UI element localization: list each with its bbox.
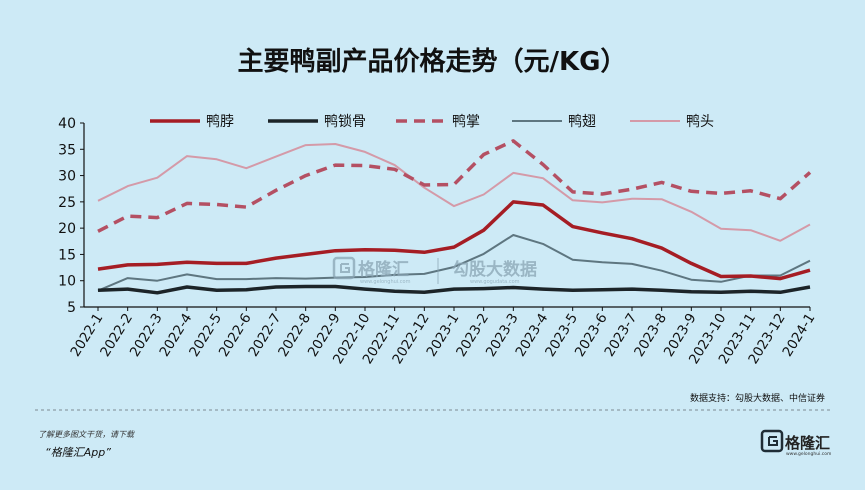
- series-line-1: [97, 284, 811, 295]
- legend-label-3: 鸭翅: [568, 114, 596, 130]
- y-tick-label: 10: [58, 274, 76, 290]
- watermark-partner: 勾股大数据: [452, 259, 537, 280]
- series-layer: [97, 139, 812, 295]
- y-tick-label: 35: [58, 142, 76, 158]
- legend: 鸭脖 鸭锁骨 鸭掌 鸭翅 鸭头: [150, 114, 714, 130]
- legend-label-0: 鸭脖: [206, 114, 234, 130]
- watermark-g-icon: [340, 263, 350, 273]
- watermark-partner-sub: www.gogudata.com: [470, 279, 520, 285]
- y-tick-label: 25: [58, 195, 76, 211]
- legend-label-2: 鸭掌: [452, 114, 480, 130]
- legend-label-4: 鸭头: [686, 114, 714, 130]
- footer-note: 了解更多图文干货，请下载: [38, 430, 135, 439]
- logo-g-icon: [760, 429, 784, 453]
- watermark-brand-sub: www.gelonghui.com: [360, 279, 411, 285]
- axes: 5101520253035402022-12022-22022-32022-42…: [58, 116, 818, 367]
- legend-label-1: 鸭锁骨: [324, 114, 366, 130]
- source-note: 数据支持：勾股大数据、中信证券: [690, 392, 825, 404]
- series-line-2: [97, 139, 812, 233]
- watermark: 格隆汇 www.gelonghui.com 勾股大数据 www.gogudata…: [332, 256, 537, 285]
- brand-logo: 格隆汇 www.gelonghui.com: [760, 429, 831, 457]
- watermark-logo-icon: [332, 256, 356, 280]
- y-tick-label: 20: [58, 221, 76, 237]
- logo-sub: www.gelonghui.com: [786, 451, 831, 457]
- series-line-4: [97, 143, 811, 242]
- y-tick-label: 15: [58, 247, 76, 263]
- series-line-3: [97, 234, 811, 292]
- logo-g-mark-icon: [768, 436, 778, 446]
- chart-title: 主要鸭副产品价格走势（元/KG）: [238, 46, 627, 77]
- footer-app: “格隆汇App”: [45, 446, 111, 459]
- watermark-brand: 格隆汇: [358, 259, 409, 280]
- logo-text: 格隆汇: [785, 434, 830, 452]
- series-line-0: [97, 200, 811, 281]
- y-tick-label: 30: [58, 169, 76, 185]
- y-tick-label: 40: [58, 116, 76, 132]
- y-tick-label: 5: [67, 300, 76, 316]
